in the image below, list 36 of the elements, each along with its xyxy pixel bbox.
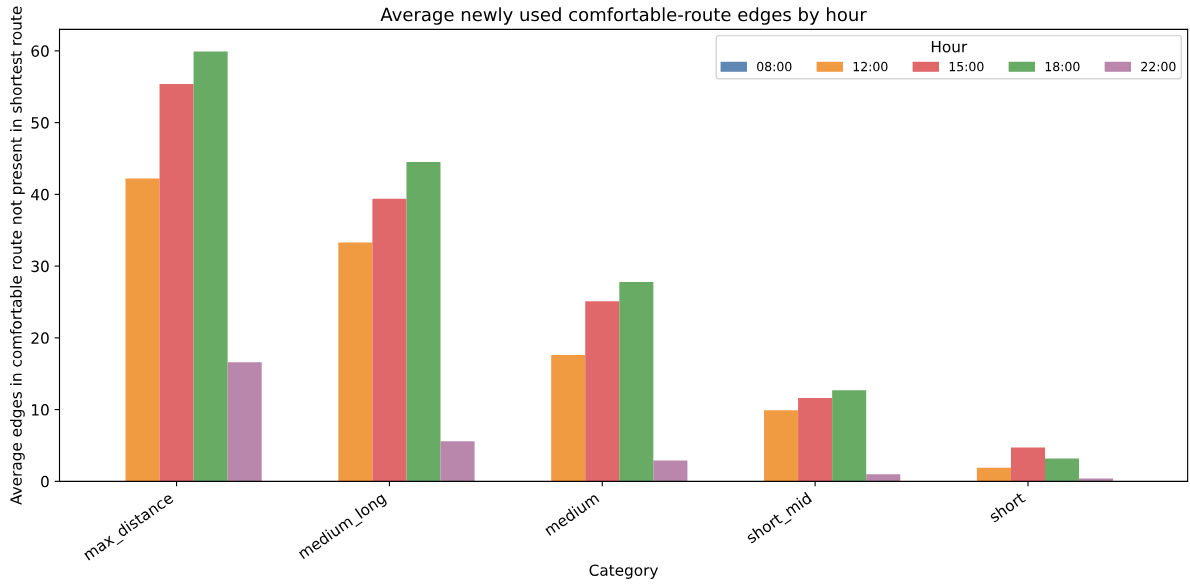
bar [832,390,867,482]
legend-label: 15:00 [949,61,984,72]
y-tick-label: 0 [41,475,49,488]
bar [125,178,160,482]
chart-title: Average newly used comfortable-route edges by hour [380,7,867,25]
x-axis-title: Category [589,564,658,579]
y-tick-label: 60 [31,45,49,57]
bar [227,362,262,482]
y-axis-title: Average edges in comfortable route not present in shortest route [10,6,25,505]
legend-label: 08:00 [757,61,792,72]
bar [372,198,407,482]
bar [798,398,833,482]
bar [440,441,475,482]
legend-title: Hour [931,41,968,53]
legend-label: 18:00 [1045,61,1080,72]
bar [976,467,1011,482]
y-tick-label: 40 [31,188,49,201]
bar [338,242,373,482]
bar [764,410,799,482]
bar [619,281,654,482]
y-tick-label: 20 [31,332,49,344]
bar [1079,478,1114,482]
bar [406,162,441,482]
bar [159,83,194,482]
bar [551,355,586,482]
y-tick-label: 30 [31,260,49,273]
bar [193,51,228,482]
bar [866,474,901,482]
y-tick-label: 10 [32,404,49,416]
y-tick-label: 50 [31,117,49,129]
bar [585,301,620,482]
bar [653,460,688,482]
bar [1010,447,1046,482]
bar [1045,458,1080,482]
legend-label: 22:00 [1141,61,1176,72]
legend-label: 12:00 [853,61,888,72]
